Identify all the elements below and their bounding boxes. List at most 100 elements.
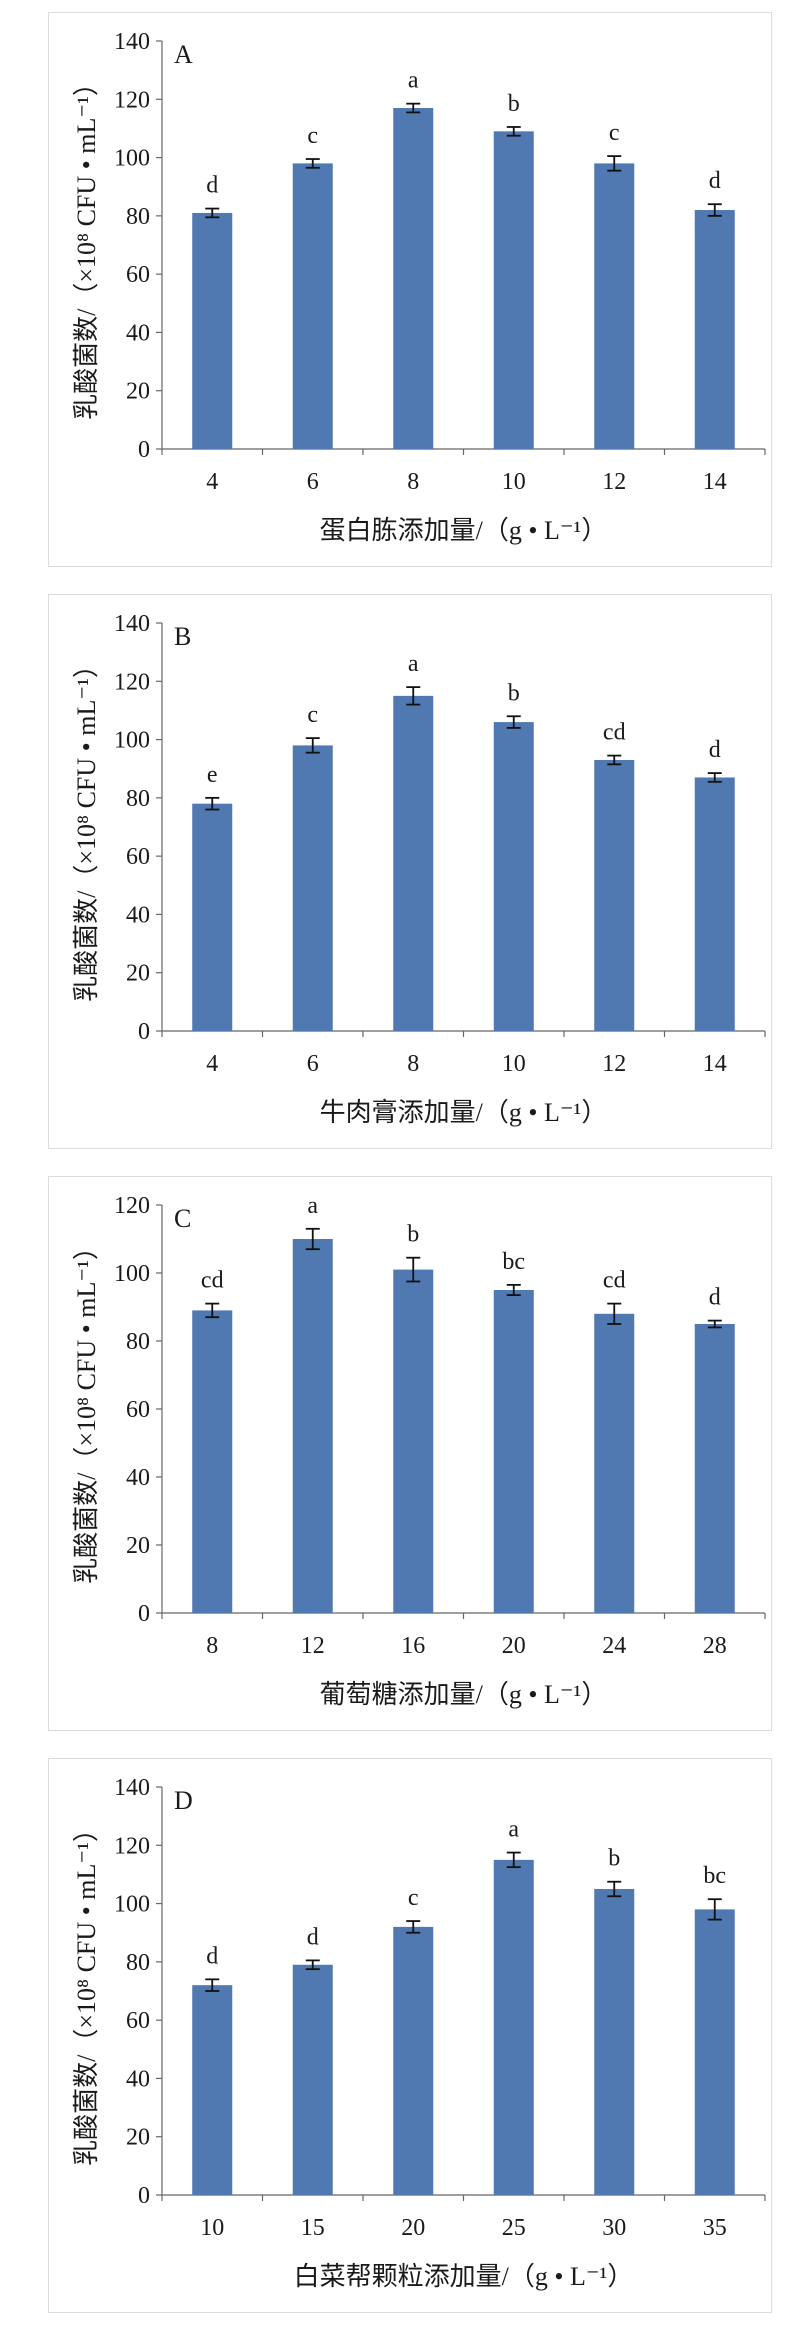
x-tick-label: 4 [206, 1051, 218, 1077]
significance-label: d [307, 1924, 319, 1950]
significance-label: c [408, 1885, 419, 1911]
bar [292, 1239, 333, 1613]
x-tick-label: 20 [502, 1633, 526, 1659]
y-tick-label: 120 [114, 1193, 150, 1219]
panel-letter: C [174, 1204, 191, 1233]
bar [393, 1269, 434, 1613]
x-tick-label: 6 [307, 1051, 319, 1077]
bar [292, 745, 333, 1031]
bar [594, 1889, 635, 2195]
x-tick-label: 14 [703, 1051, 727, 1077]
significance-label: d [206, 173, 218, 199]
significance-label: b [608, 1846, 620, 1872]
x-tick-label: 35 [703, 2215, 727, 2241]
y-tick-label: 20 [126, 379, 150, 405]
x-axis-title: 葡萄糖添加量/（g • L⁻¹） [320, 1680, 608, 1709]
y-tick-label: 120 [114, 1833, 150, 1859]
bar [694, 1324, 735, 1613]
significance-label: a [408, 68, 419, 94]
bar [393, 108, 434, 450]
significance-label: a [408, 651, 419, 677]
y-tick-label: 40 [126, 320, 150, 346]
x-tick-label: 30 [602, 2215, 626, 2241]
significance-label: c [609, 120, 620, 146]
significance-label: bc [703, 1863, 726, 1889]
x-tick-label: 8 [206, 1633, 218, 1659]
y-tick-label: 100 [114, 1261, 150, 1287]
bar [192, 803, 233, 1031]
y-tick-label: 20 [126, 961, 150, 987]
x-tick-label: 8 [407, 469, 419, 495]
x-tick-label: 12 [602, 1051, 626, 1077]
y-tick-label: 100 [114, 728, 150, 754]
y-tick-label: 60 [126, 1397, 150, 1423]
x-tick-label: 12 [602, 469, 626, 495]
bar-chart-a: 0 20 40 60 80 100 120 140 d 4 c 6 a 8 b 10 c 12 d 14 A 蛋白胨添加量… [72, 29, 766, 545]
significance-label: bc [502, 1249, 525, 1275]
x-tick-label: 28 [703, 1633, 727, 1659]
y-tick-label: 100 [114, 1892, 150, 1918]
y-tick-label: 80 [126, 786, 150, 812]
significance-label: d [709, 168, 721, 194]
x-axis-title: 牛肉膏添加量/（g • L⁻¹） [320, 1098, 608, 1127]
bar [393, 695, 434, 1031]
bar [694, 210, 735, 449]
bar [694, 777, 735, 1031]
y-tick-label: 140 [114, 611, 150, 637]
panel-letter: A [174, 40, 193, 69]
significance-label: d [709, 737, 721, 763]
significance-label: b [508, 91, 520, 117]
x-tick-label: 12 [301, 1633, 325, 1659]
significance-label: cd [603, 1268, 626, 1294]
y-tick-label: 0 [138, 1019, 150, 1045]
panel-letter: B [174, 622, 191, 651]
y-tick-label: 80 [126, 1329, 150, 1355]
chart-panel-a: 0 20 40 60 80 100 120 140 d 4 c 6 a 8 b 10 c 12 d 14 A 蛋白胨添加量… [48, 12, 772, 567]
y-tick-label: 140 [114, 1775, 150, 1801]
significance-label: d [206, 1943, 218, 1969]
chart-panel-d: 0 20 40 60 80 100 120 140 d 10 d 15 c 20 a 25 b 30 bc 35 D 白菜… [48, 1758, 772, 2313]
x-axis-title: 蛋白胨添加量/（g • L⁻¹） [320, 516, 608, 545]
y-tick-label: 20 [126, 2125, 150, 2151]
y-axis-title: 乳酸菌数/（×10⁸ CFU • mL⁻¹） [72, 70, 101, 420]
significance-label: a [508, 1817, 519, 1843]
bar [694, 1909, 735, 2195]
x-axis-title: 白菜帮颗粒添加量/（g • L⁻¹） [294, 2262, 634, 2291]
y-tick-label: 40 [126, 902, 150, 928]
x-tick-label: 15 [301, 2215, 325, 2241]
chart-panel-b: 0 20 40 60 80 100 120 140 e 4 c 6 a 8 b 10 cd 12 d 14 B 牛肉膏添加… [48, 594, 772, 1149]
significance-label: c [307, 702, 318, 728]
significance-label: a [307, 1193, 318, 1219]
y-axis-title: 乳酸菌数/（×10⁸ CFU • mL⁻¹） [72, 652, 101, 1002]
chart-panel-c: 0 20 40 60 80 100 120 cd 8 a 12 b 16 bc 20 cd 24 d 28 C 葡萄糖添… [48, 1176, 772, 1731]
significance-label: cd [201, 1268, 224, 1294]
y-tick-label: 80 [126, 204, 150, 230]
x-tick-label: 8 [407, 1051, 419, 1077]
y-tick-label: 0 [138, 2183, 150, 2209]
significance-label: e [207, 762, 218, 788]
bar-chart-c: 0 20 40 60 80 100 120 cd 8 a 12 b 16 bc 20 cd 24 d 28 C 葡萄糖添… [72, 1193, 766, 1709]
x-tick-label: 10 [200, 2215, 224, 2241]
y-axis-title: 乳酸菌数/（×10⁸ CFU • mL⁻¹） [72, 1234, 101, 1584]
y-tick-label: 40 [126, 1465, 150, 1491]
y-tick-label: 120 [114, 669, 150, 695]
y-tick-label: 60 [126, 262, 150, 288]
y-tick-label: 60 [126, 2008, 150, 2034]
bar [594, 1313, 635, 1613]
bar-chart-d: 0 20 40 60 80 100 120 140 d 10 d 15 c 20 a 25 b 30 bc 35 D 白菜… [72, 1775, 766, 2291]
x-tick-label: 24 [602, 1633, 626, 1659]
bar [493, 1290, 534, 1613]
y-tick-label: 0 [138, 1601, 150, 1627]
y-tick-label: 0 [138, 437, 150, 463]
significance-label: cd [603, 720, 626, 746]
y-tick-label: 60 [126, 844, 150, 870]
bar [493, 722, 534, 1031]
y-tick-label: 20 [126, 1533, 150, 1559]
bar [393, 1926, 434, 2195]
bar-chart-b: 0 20 40 60 80 100 120 140 e 4 c 6 a 8 b 10 cd 12 d 14 B 牛肉膏添加… [72, 611, 766, 1127]
y-tick-label: 100 [114, 146, 150, 172]
bar [493, 131, 534, 449]
panel-letter: D [174, 1786, 193, 1815]
bar [594, 759, 635, 1031]
x-tick-label: 25 [502, 2215, 526, 2241]
